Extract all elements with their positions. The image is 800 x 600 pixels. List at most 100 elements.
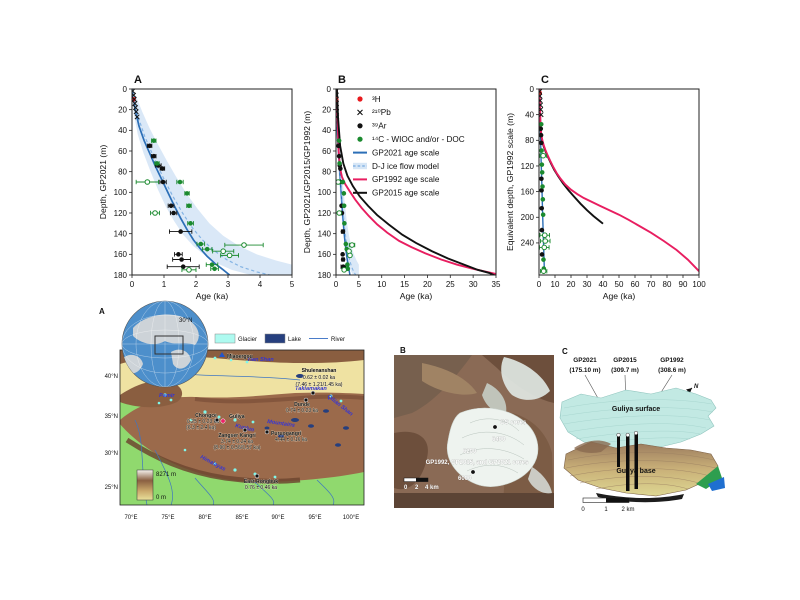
points-14c-open <box>539 152 551 274</box>
site-age2-shulenanshan: (7.46 ± 1.21/1.45 ka) <box>296 382 343 388</box>
scalebar-segment <box>416 478 428 482</box>
core-gp2015-depth: (309.7 m) <box>611 367 639 374</box>
scale3d-0: 0 <box>581 507 585 513</box>
site-age2-chongce: (6.3 ± 2.4 ka) <box>186 425 216 431</box>
x-tick-label: 10 <box>551 280 560 289</box>
core-gp2021-depth: (175.10 m) <box>569 367 600 374</box>
y-tick-label: 40 <box>322 126 331 135</box>
lat-label: 30°N <box>105 451 118 457</box>
x-tick-label: 10 <box>377 280 386 289</box>
satellite-panel: B GS cores 6400 6200 GP1992, GP2015, and… <box>394 346 554 508</box>
glacier3d-scalebar: 0 1 2 km <box>581 497 635 513</box>
site-marker-miaoergou <box>219 352 225 357</box>
globe-lat-label: 30°N <box>179 318 192 324</box>
lon-label: 80°E <box>198 515 211 521</box>
x-tick-label: 1 <box>162 280 167 289</box>
points-14c-wioc-doc <box>151 138 219 272</box>
lat-label: 40°N <box>105 374 118 380</box>
x-tick-label: 35 <box>492 280 501 289</box>
y-tick-label: 40 <box>118 126 127 135</box>
lat-label: 25°N <box>105 485 118 491</box>
globe-extent-box <box>154 335 184 355</box>
site-marker-dunde <box>303 397 309 403</box>
y-tick-label: 80 <box>525 136 534 145</box>
x-tick-label: 5 <box>290 280 295 289</box>
x-tick-label: 0 <box>537 280 542 289</box>
x-tick-label: 100 <box>692 280 706 289</box>
x-tick-label: 80 <box>663 280 672 289</box>
legend-item-label: GP2015 age scale <box>372 189 440 198</box>
y-tick-label: 100 <box>318 188 332 197</box>
satellite-terrain <box>394 355 554 508</box>
legend-item-label: GP2021 age scale <box>372 148 440 157</box>
plot-frame <box>335 88 497 276</box>
satellite-labels: GS cores 6400 6200 GP1992, GP2015, and G… <box>403 420 529 491</box>
x-tick-label: 3 <box>226 280 231 289</box>
contour-6000-label: 6000 <box>458 476 472 482</box>
site-age-puruogangri: 4.44 ± 0.16 ka <box>275 437 307 443</box>
y-tick-label: 80 <box>118 167 127 176</box>
borehole-gp1992 <box>634 433 638 489</box>
chart-panel-B: 0 5 10 15 20 25 30 35 0 20 40 60 80 100 120 140 160 180 Ag… <box>302 74 501 301</box>
legend-item-label: ²¹⁰Pb <box>372 108 391 117</box>
site-label-guliya: Guliya <box>229 414 245 420</box>
lon-label: 85°E <box>235 515 248 521</box>
y-tick-label: 100 <box>114 188 128 197</box>
legend-item-label: ¹⁴C - WIOC and/or - DOC <box>372 135 465 144</box>
chart-panel-C: 0 10 20 30 40 50 60 70 80 90 100 0 40 80 120 160 200 240 A… <box>505 74 706 301</box>
surface-label: Guliya surface <box>612 406 660 413</box>
y-tick-label: 160 <box>521 187 535 196</box>
lat-label: 35°N <box>105 414 118 420</box>
glacier-3d-panel: C GP2021 (175.10 m) GP2015 (309.7 m) GP1… <box>559 347 725 513</box>
legend-item-label: GP1992 age scale <box>372 175 440 184</box>
y-tick-label: 20 <box>322 105 331 114</box>
y-tick-label: 60 <box>118 147 127 156</box>
scale-4km: 4 km <box>425 485 439 491</box>
core-gp1992-depth: (308.6 m) <box>658 367 686 374</box>
scale3d-2km: 2 km <box>621 507 634 513</box>
y-tick-label: 140 <box>318 229 332 238</box>
y-tick-label: 120 <box>114 209 128 218</box>
points-14c-open <box>135 179 264 273</box>
y-tick-label: 140 <box>114 229 128 238</box>
site-marker-zangser <box>242 427 248 433</box>
site-age-zangser: 3.74 ± 0.24 ka <box>221 439 253 445</box>
core-gp2021-name: GP2021 <box>573 357 597 364</box>
y-tick-label: 200 <box>521 213 535 222</box>
glacier3d-panel-label: C <box>562 347 568 356</box>
region-pamir: Pamir <box>159 393 175 399</box>
y-axis-label: Depth, GP2021 (m) <box>98 145 108 220</box>
x-tick-label: 20 <box>567 280 576 289</box>
lake-swatch <box>264 333 286 344</box>
borehole-gp2021 <box>617 435 620 467</box>
glacier-swatch <box>214 333 236 344</box>
gs-cores-marker <box>492 424 498 430</box>
y-axis-label: Depth, GP2021/GP2015/GP1992 (m) <box>302 111 312 253</box>
x-tick-label: 30 <box>469 280 478 289</box>
y-tick-label: 40 <box>525 110 534 119</box>
gs-cores-label: GS cores <box>500 420 527 426</box>
x-tick-label: 5 <box>357 280 362 289</box>
y-tick-label: 160 <box>114 250 128 259</box>
chart-legend: ³H ²¹⁰Pb ³⁹Ar ¹⁴C - WIOC and/or - DOC GP2021… <box>353 95 465 198</box>
x-axis-label: Age (ka) <box>400 291 433 301</box>
globe-inset: 30°N <box>121 300 209 388</box>
map-frame <box>119 349 365 506</box>
map-panel-label: A <box>99 307 105 316</box>
region-mountains: Mountains <box>267 419 296 429</box>
site-marker-shulenanshan <box>310 390 316 396</box>
x-tick-label: 20 <box>423 280 432 289</box>
lakes <box>264 374 349 447</box>
y-tick-label: 60 <box>322 147 331 156</box>
lake-legend-label: Lake <box>288 337 302 343</box>
lon-label: 75°E <box>161 515 174 521</box>
site-label-chongce: Chongce <box>195 413 217 419</box>
main-cores-label: GP1992, GP2015, and GP2021 cores <box>426 460 529 466</box>
main-cores-marker <box>470 469 476 475</box>
site-marker-east-rongbuk <box>254 473 260 479</box>
site-age-chongce: 0.25 ± 0.23 ka <box>187 419 219 425</box>
colorbar-max-label: 8271 m <box>156 472 176 478</box>
points-39ar <box>539 126 545 257</box>
